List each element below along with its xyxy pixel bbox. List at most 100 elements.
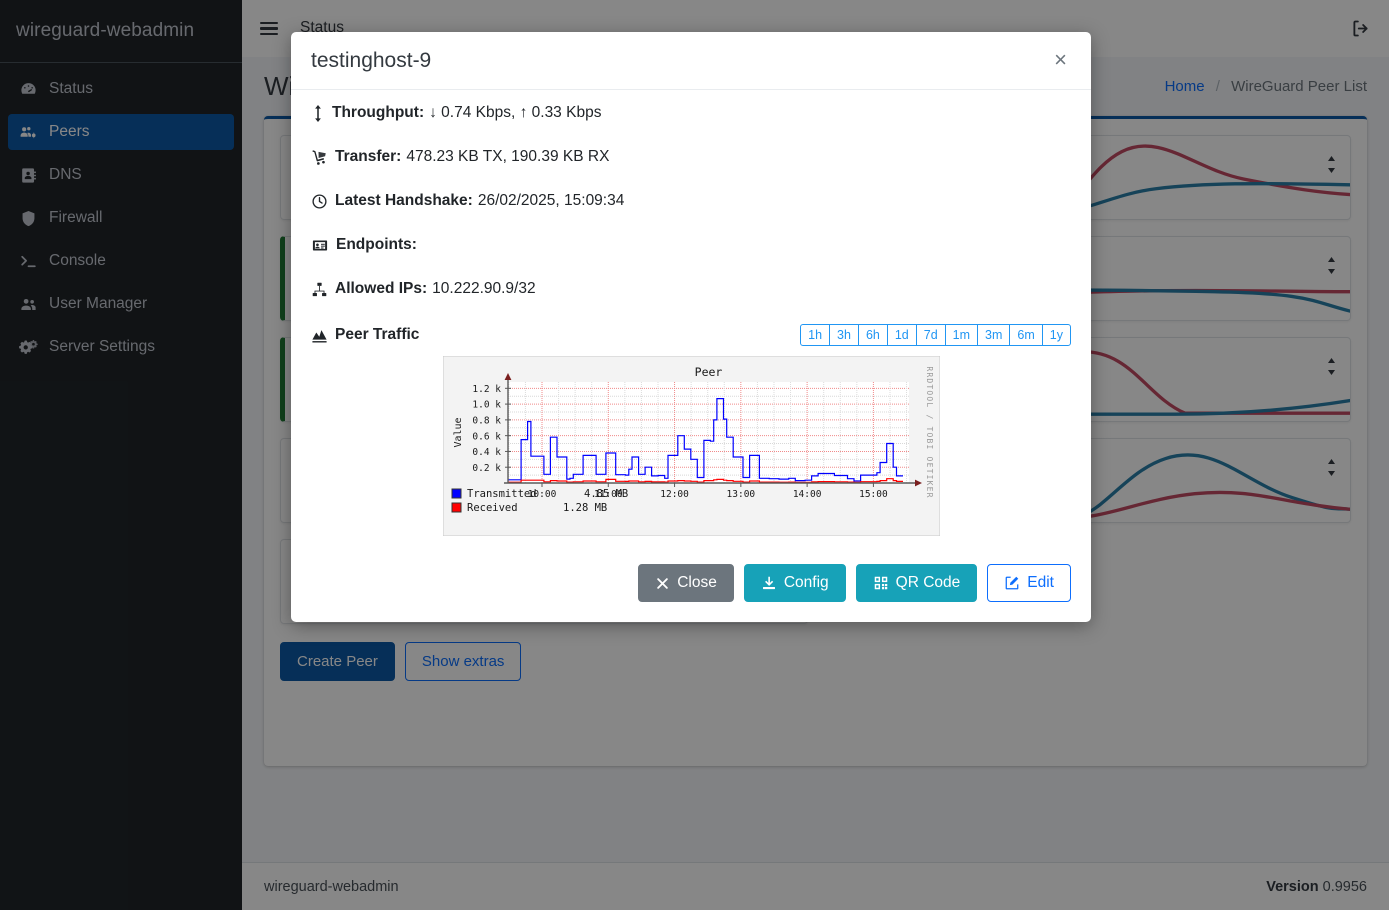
sidebar-item-firewall[interactable]: Firewall [8,200,234,236]
transfer-row: Transfer: 478.23 KB TX, 190.39 KB RX [311,148,1071,166]
sidebar-item-label: Server Settings [49,338,155,355]
footer-app-name: wireguard-webadmin [264,878,399,895]
handshake-label: Latest Handshake: [335,192,473,209]
svg-text:1.2 k: 1.2 k [472,384,501,395]
users-icon [19,295,45,314]
rrdtool-traffic-graph: Peer 0.2 k 0.4 k 0.6 k 0.8 k 1.0 k 1.2 k Value 1… [442,356,940,536]
range-button-6h[interactable]: 6h [857,324,888,346]
config-button-label: Config [783,574,829,591]
range-button-6m[interactable]: 6m [1009,324,1043,346]
svg-text:13:00: 13:00 [726,489,755,500]
breadcrumb-home[interactable]: Home [1164,78,1205,95]
range-button-1m[interactable]: 1m [944,324,979,346]
sidebar-item-console[interactable]: Console [8,243,234,279]
qr-code-button[interactable]: QR Code [855,564,978,602]
transfer-label: Transfer: [335,148,402,165]
modal-header: testinghost-9 × [291,32,1091,90]
sort-icon[interactable] [1325,156,1338,173]
edit-icon [1004,575,1020,591]
close-button-label: Close [677,574,717,591]
breadcrumb-current: WireGuard Peer List [1231,78,1367,95]
svg-text:10:00: 10:00 [527,489,556,500]
logout-icon[interactable] [1350,18,1371,39]
svg-text:0.4 k: 0.4 k [472,447,501,458]
svg-text:0.6 k: 0.6 k [472,431,501,442]
traffic-graph-holder: Peer 0.2 k 0.4 k 0.6 k 0.8 k 1.0 k 1.2 k Value 1… [311,356,1071,548]
range-button-3h[interactable]: 3h [829,324,859,346]
endpoints-row: Endpoints: [311,236,1071,254]
breadcrumb: Home / WireGuard Peer List [1165,78,1367,95]
version-value: 0.9956 [1322,878,1367,895]
edit-button[interactable]: Edit [987,564,1071,602]
sidebar-item-peers[interactable]: Peers [8,114,234,150]
truck-icon [311,149,328,166]
sort-icon[interactable] [1325,358,1338,375]
range-button-3m[interactable]: 3m [977,324,1011,346]
chart-area-icon [311,327,328,343]
sidebar-item-server-settings[interactable]: Server Settings [8,329,234,365]
brand-title: wireguard-webadmin [0,0,242,63]
address-book-icon [19,166,45,185]
gears-icon [19,338,45,357]
sidebar-item-label: DNS [49,166,82,183]
svg-text:0.8 k: 0.8 k [472,415,501,426]
terminal-icon [19,252,45,271]
range-button-7d[interactable]: 7d [915,324,946,346]
range-button-1d[interactable]: 1d [886,324,917,346]
dashboard-icon [19,80,45,99]
throughput-value: ↓ 0.74 Kbps, ↑ 0.33 Kbps [429,104,602,121]
peers-icon [19,123,45,142]
svg-text:4.85 MB: 4.85 MB [584,488,628,500]
svg-text:Received: Received [467,502,518,514]
times-icon [655,576,670,591]
peer-traffic-header: Peer Traffic 1h 3h 6h 1d 7d 1m 3m 6m 1y [311,324,1071,346]
svg-text:1.28 MB: 1.28 MB [563,502,607,514]
svg-text:11:00: 11:00 [593,489,622,500]
breadcrumb-separator: / [1215,78,1220,95]
qr-code-button-label: QR Code [895,574,961,591]
close-button[interactable]: Close [638,564,734,602]
svg-text:0.2 k: 0.2 k [472,463,501,474]
handshake-row: Latest Handshake: 26/02/2025, 15:09:34 [311,192,1071,210]
modal-footer: Close Config [291,552,1091,622]
svg-text:Transmitted: Transmitted [467,488,537,500]
hamburger-icon[interactable] [260,18,278,39]
sort-icon[interactable] [1325,459,1338,476]
sidebar-item-label: User Manager [49,295,148,312]
range-button-1y[interactable]: 1y [1041,324,1071,346]
svg-text:15:00: 15:00 [859,489,888,500]
sidebar-item-status[interactable]: Status [8,71,234,107]
sitemap-icon [311,281,328,298]
footer: wireguard-webadmin Version 0.9956 [242,862,1389,910]
sidebar-item-label: Firewall [49,209,103,226]
close-icon[interactable]: × [1050,49,1071,71]
throughput-row: Throughput: ↓ 0.74 Kbps, ↑ 0.33 Kbps [311,104,1071,122]
sidebar-item-user-manager[interactable]: User Manager [8,286,234,322]
svg-text:RRDTOOL / TOBI OETIKER: RRDTOOL / TOBI OETIKER [925,366,934,498]
svg-text:12:00: 12:00 [660,489,689,500]
modal-title: testinghost-9 [311,49,432,72]
peer-detail-modal: testinghost-9 × Throughput: ↓ 0.74 Kbps,… [291,32,1091,622]
peer-traffic-label: Peer Traffic [335,326,420,343]
create-peer-button[interactable]: Create Peer [280,642,395,681]
modal-body: Throughput: ↓ 0.74 Kbps, ↑ 0.33 Kbps Tra… [291,90,1091,552]
peer-actions: Create Peer Show extras [280,642,1351,681]
allowed-ips-label: Allowed IPs: [335,280,428,297]
sidebar-item-dns[interactable]: DNS [8,157,234,193]
svg-text:1.0 k: 1.0 k [472,400,501,411]
version-label: Version [1266,878,1319,895]
handshake-value: 26/02/2025, 15:09:34 [477,192,625,209]
config-button[interactable]: Config [743,564,846,602]
peer-traffic-label-group: Peer Traffic [311,326,419,344]
throughput-label: Throughput: [332,104,425,121]
shield-icon [19,209,45,228]
endpoints-label: Endpoints: [336,236,417,253]
range-button-1h[interactable]: 1h [800,324,831,346]
sort-icon[interactable] [1325,257,1338,274]
allowed-ips-row: Allowed IPs: 10.222.90.9/32 [311,280,1071,298]
arrows-v-icon [311,104,325,122]
sidebar-nav: Status Peers [0,63,242,365]
edit-button-label: Edit [1027,574,1054,591]
clock-icon [311,193,328,210]
show-extras-button[interactable]: Show extras [404,642,522,681]
